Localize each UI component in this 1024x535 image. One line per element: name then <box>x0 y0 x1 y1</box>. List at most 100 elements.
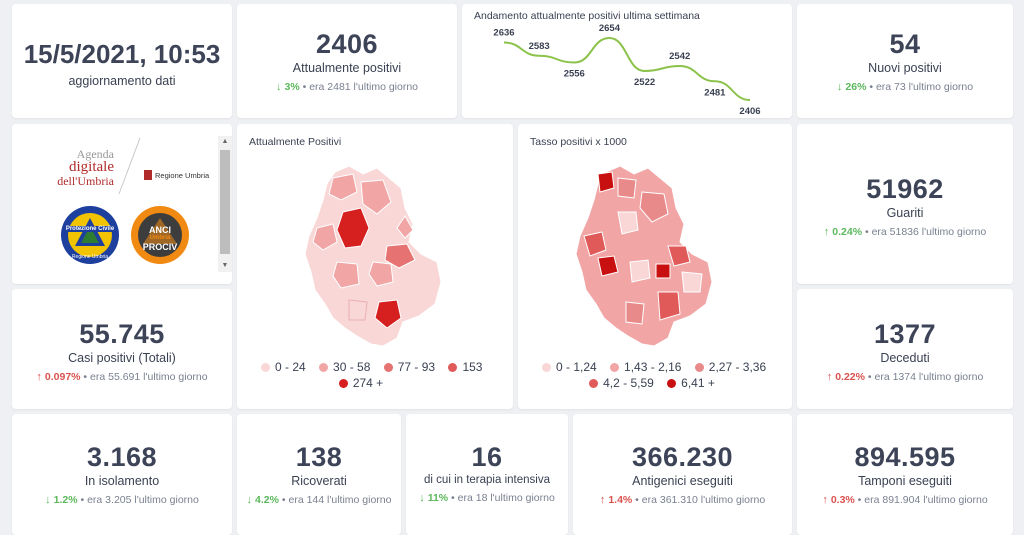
arrow-down-icon: ↓ <box>246 494 253 506</box>
scroll-down-icon[interactable]: ▼ <box>221 262 229 269</box>
map2-legend-item[interactable]: 2,27 - 3,36 <box>694 360 766 374</box>
antigenici-prev: era 361.310 l'ultimo giorno <box>641 494 766 506</box>
guariti-value: 51962 <box>866 174 944 204</box>
tamponi-label: Tamponi eseguiti <box>858 474 952 488</box>
terapia-value: 16 <box>471 442 503 472</box>
antigenici-pct: 1.4% <box>608 494 633 506</box>
anci-text: ANCI Umbria PROCIV <box>142 225 178 252</box>
casi-label: Casi positivi (Totali) <box>68 351 176 365</box>
ricoverati-value: 138 <box>295 442 343 472</box>
ricoverati-label: Ricoverati <box>291 474 347 488</box>
ricoverati-prev: era 144 l'ultimo giorno <box>288 494 392 506</box>
deceduti-card: 1377 Deceduti ↑ 0.22% • era 1374 l'ultimo… <box>797 289 1013 409</box>
umbria-map-tasso[interactable] <box>518 152 792 372</box>
isolamento-pct: 1.2% <box>53 494 78 506</box>
deceduti-pct: 0.22% <box>835 371 865 383</box>
map1-legend: 0 - 24 30 - 58 77 - 93 153 274 + <box>261 360 511 390</box>
map2-legend: 0 - 1,24 1,43 - 2,16 2,27 - 3,36 4,2 - 5… <box>542 360 792 390</box>
isolamento-prev: era 3.205 l'ultimo giorno <box>87 494 199 506</box>
terapia-prev: era 18 l'ultimo giorno <box>457 492 555 504</box>
map2-legend-item[interactable]: 4,2 - 5,59 <box>589 376 654 390</box>
map1-legend-item[interactable]: 30 - 58 <box>319 360 370 374</box>
tamponi-pct: 0.3% <box>830 494 855 506</box>
trend-line <box>503 36 751 101</box>
logo-divider <box>118 137 141 195</box>
guariti-prev: era 51836 l'ultimo giorno <box>871 226 987 238</box>
isolamento-delta: ↓ 1.2% • era 3.205 l'ultimo giorno <box>45 494 199 506</box>
trend-data-label: 2481 <box>704 87 726 98</box>
tamponi-delta: ↑ 0.3% • era 891.904 l'ultimo giorno <box>822 494 988 506</box>
guariti-pct: 0.24% <box>832 226 863 238</box>
arrow-down-icon: ↓ <box>45 494 51 506</box>
arrow-up-icon: ↑ <box>599 494 606 506</box>
guariti-delta: ↑ 0.24% • era 51836 l'ultimo giorno <box>823 226 987 238</box>
casi-pct: 0.097% <box>44 371 81 383</box>
nuovi-prev: era 73 l'ultimo giorno <box>875 81 974 93</box>
casi-value: 55.745 <box>79 319 165 349</box>
map1-legend-item[interactable]: 0 - 24 <box>261 360 306 374</box>
map2-legend-item[interactable]: 1,43 - 2,16 <box>610 360 681 374</box>
terapia-label: di cui in terapia intensiva <box>424 474 550 486</box>
nuovi-card: 54 Nuovi positivi ↓ 26% • era 73 l'ultimo… <box>797 4 1013 118</box>
tamponi-prev: era 891.904 l'ultimo giorno <box>864 494 988 506</box>
casi-delta: ↑ 0.097% • era 55.691 l'ultimo giorno <box>36 371 208 383</box>
positivi-label: Attualmente positivi <box>292 61 402 75</box>
map1-legend-item[interactable]: 274 + <box>338 376 383 390</box>
protezione-civile-logo <box>61 206 119 264</box>
nuovi-label: Nuovi positivi <box>868 61 942 75</box>
map1-card: Attualmente Positivi 0 - 24 30 - 58 77 -… <box>237 124 513 409</box>
map1-title: Attualmente Positivi <box>249 136 342 148</box>
deceduti-delta: ↑ 0.22% • era 1374 l'ultimo giorno <box>826 371 984 383</box>
antigenici-value: 366.230 <box>631 442 734 472</box>
ricoverati-pct: 4.2% <box>255 494 279 506</box>
map2-legend-item[interactable]: 0 - 1,24 <box>542 360 597 374</box>
scrollbar-thumb[interactable] <box>220 150 230 254</box>
isolamento-card: 3.168 In isolamento ↓ 1.2% • era 3.205 l'… <box>12 414 232 535</box>
deceduti-prev: era 1374 l'ultimo giorno <box>874 371 984 383</box>
antigenici-label: Antigenici eseguiti <box>632 474 733 488</box>
map2-card: Tasso positivi x 1000 0 - 1,24 1,43 - 2,… <box>518 124 792 409</box>
guariti-card: 51962 Guariti ↑ 0.24% • era 51836 l'ultim… <box>797 124 1013 284</box>
casi-prev: era 55.691 l'ultimo giorno <box>90 371 208 383</box>
arrow-up-icon: ↑ <box>36 371 42 383</box>
positivi-prev: era 2481 l'ultimo giorno <box>309 81 419 93</box>
update-label: aggiornamento dati <box>68 74 176 88</box>
trend-line-chart: 2636 2583 2556 2654 2522 2542 2481 2406 <box>493 23 760 117</box>
positivi-value: 2406 <box>315 29 379 59</box>
map1-legend-item[interactable]: 153 <box>448 360 482 374</box>
logos-scrollbar[interactable]: ▲ ▼ <box>218 136 232 272</box>
trend-data-label: 2654 <box>599 23 621 34</box>
update-datetime: 15/5/2021, 10:53 <box>23 39 221 69</box>
isolamento-label: In isolamento <box>84 474 160 488</box>
regione-emblem-icon <box>144 170 152 180</box>
trend-chart-title: Andamento attualmente positivi ultima se… <box>474 10 700 22</box>
trend-data-label: 2542 <box>669 51 690 62</box>
arrow-up-icon: ↑ <box>823 226 830 238</box>
arrow-up-icon: ↑ <box>822 494 828 506</box>
deceduti-value: 1377 <box>873 319 937 349</box>
ricoverati-card: 138 Ricoverati ↓ 4.2% • era 144 l'ultimo … <box>237 414 401 535</box>
deceduti-label: Deceduti <box>880 351 930 365</box>
nuovi-value: 54 <box>889 29 921 59</box>
scroll-up-icon[interactable]: ▲ <box>221 138 229 145</box>
terapia-card: 16 di cui in terapia intensiva ↓ 11% • er… <box>406 414 568 535</box>
tamponi-value: 894.595 <box>854 442 956 472</box>
update-card: 15/5/2021, 10:53 aggiornamento dati <box>12 4 232 118</box>
casi-card: 55.745 Casi positivi (Totali) ↑ 0.097% • … <box>12 289 232 409</box>
logos-card: Agenda digitale dell'Umbria Regione Umbr… <box>12 124 232 284</box>
agenda-digitale-logo: Agenda digitale dell'Umbria <box>57 147 114 188</box>
anci-prociv-logo <box>131 206 189 264</box>
trend-data-label: 2583 <box>529 41 550 52</box>
arrow-down-icon: ↓ <box>836 81 843 93</box>
umbria-map-positivi[interactable] <box>237 152 513 372</box>
terapia-delta: ↓ 11% • era 18 l'ultimo giorno <box>419 492 555 504</box>
arrow-down-icon: ↓ <box>275 81 282 93</box>
map2-legend-item[interactable]: 6,41 + <box>667 376 715 390</box>
isolamento-value: 3.168 <box>86 442 158 472</box>
map1-legend-item[interactable]: 77 - 93 <box>383 360 435 374</box>
protezione-civile-sub: Regione Umbria <box>71 254 109 260</box>
positivi-card: 2406 Attualmente positivi ↓ 3% • era 2481… <box>237 4 457 118</box>
tamponi-card: 894.595 Tamponi eseguiti ↑ 0.3% • era 891… <box>797 414 1013 535</box>
nuovi-pct: 26% <box>845 81 867 93</box>
positivi-delta: ↓ 3% • era 2481 l'ultimo giorno <box>275 81 419 93</box>
